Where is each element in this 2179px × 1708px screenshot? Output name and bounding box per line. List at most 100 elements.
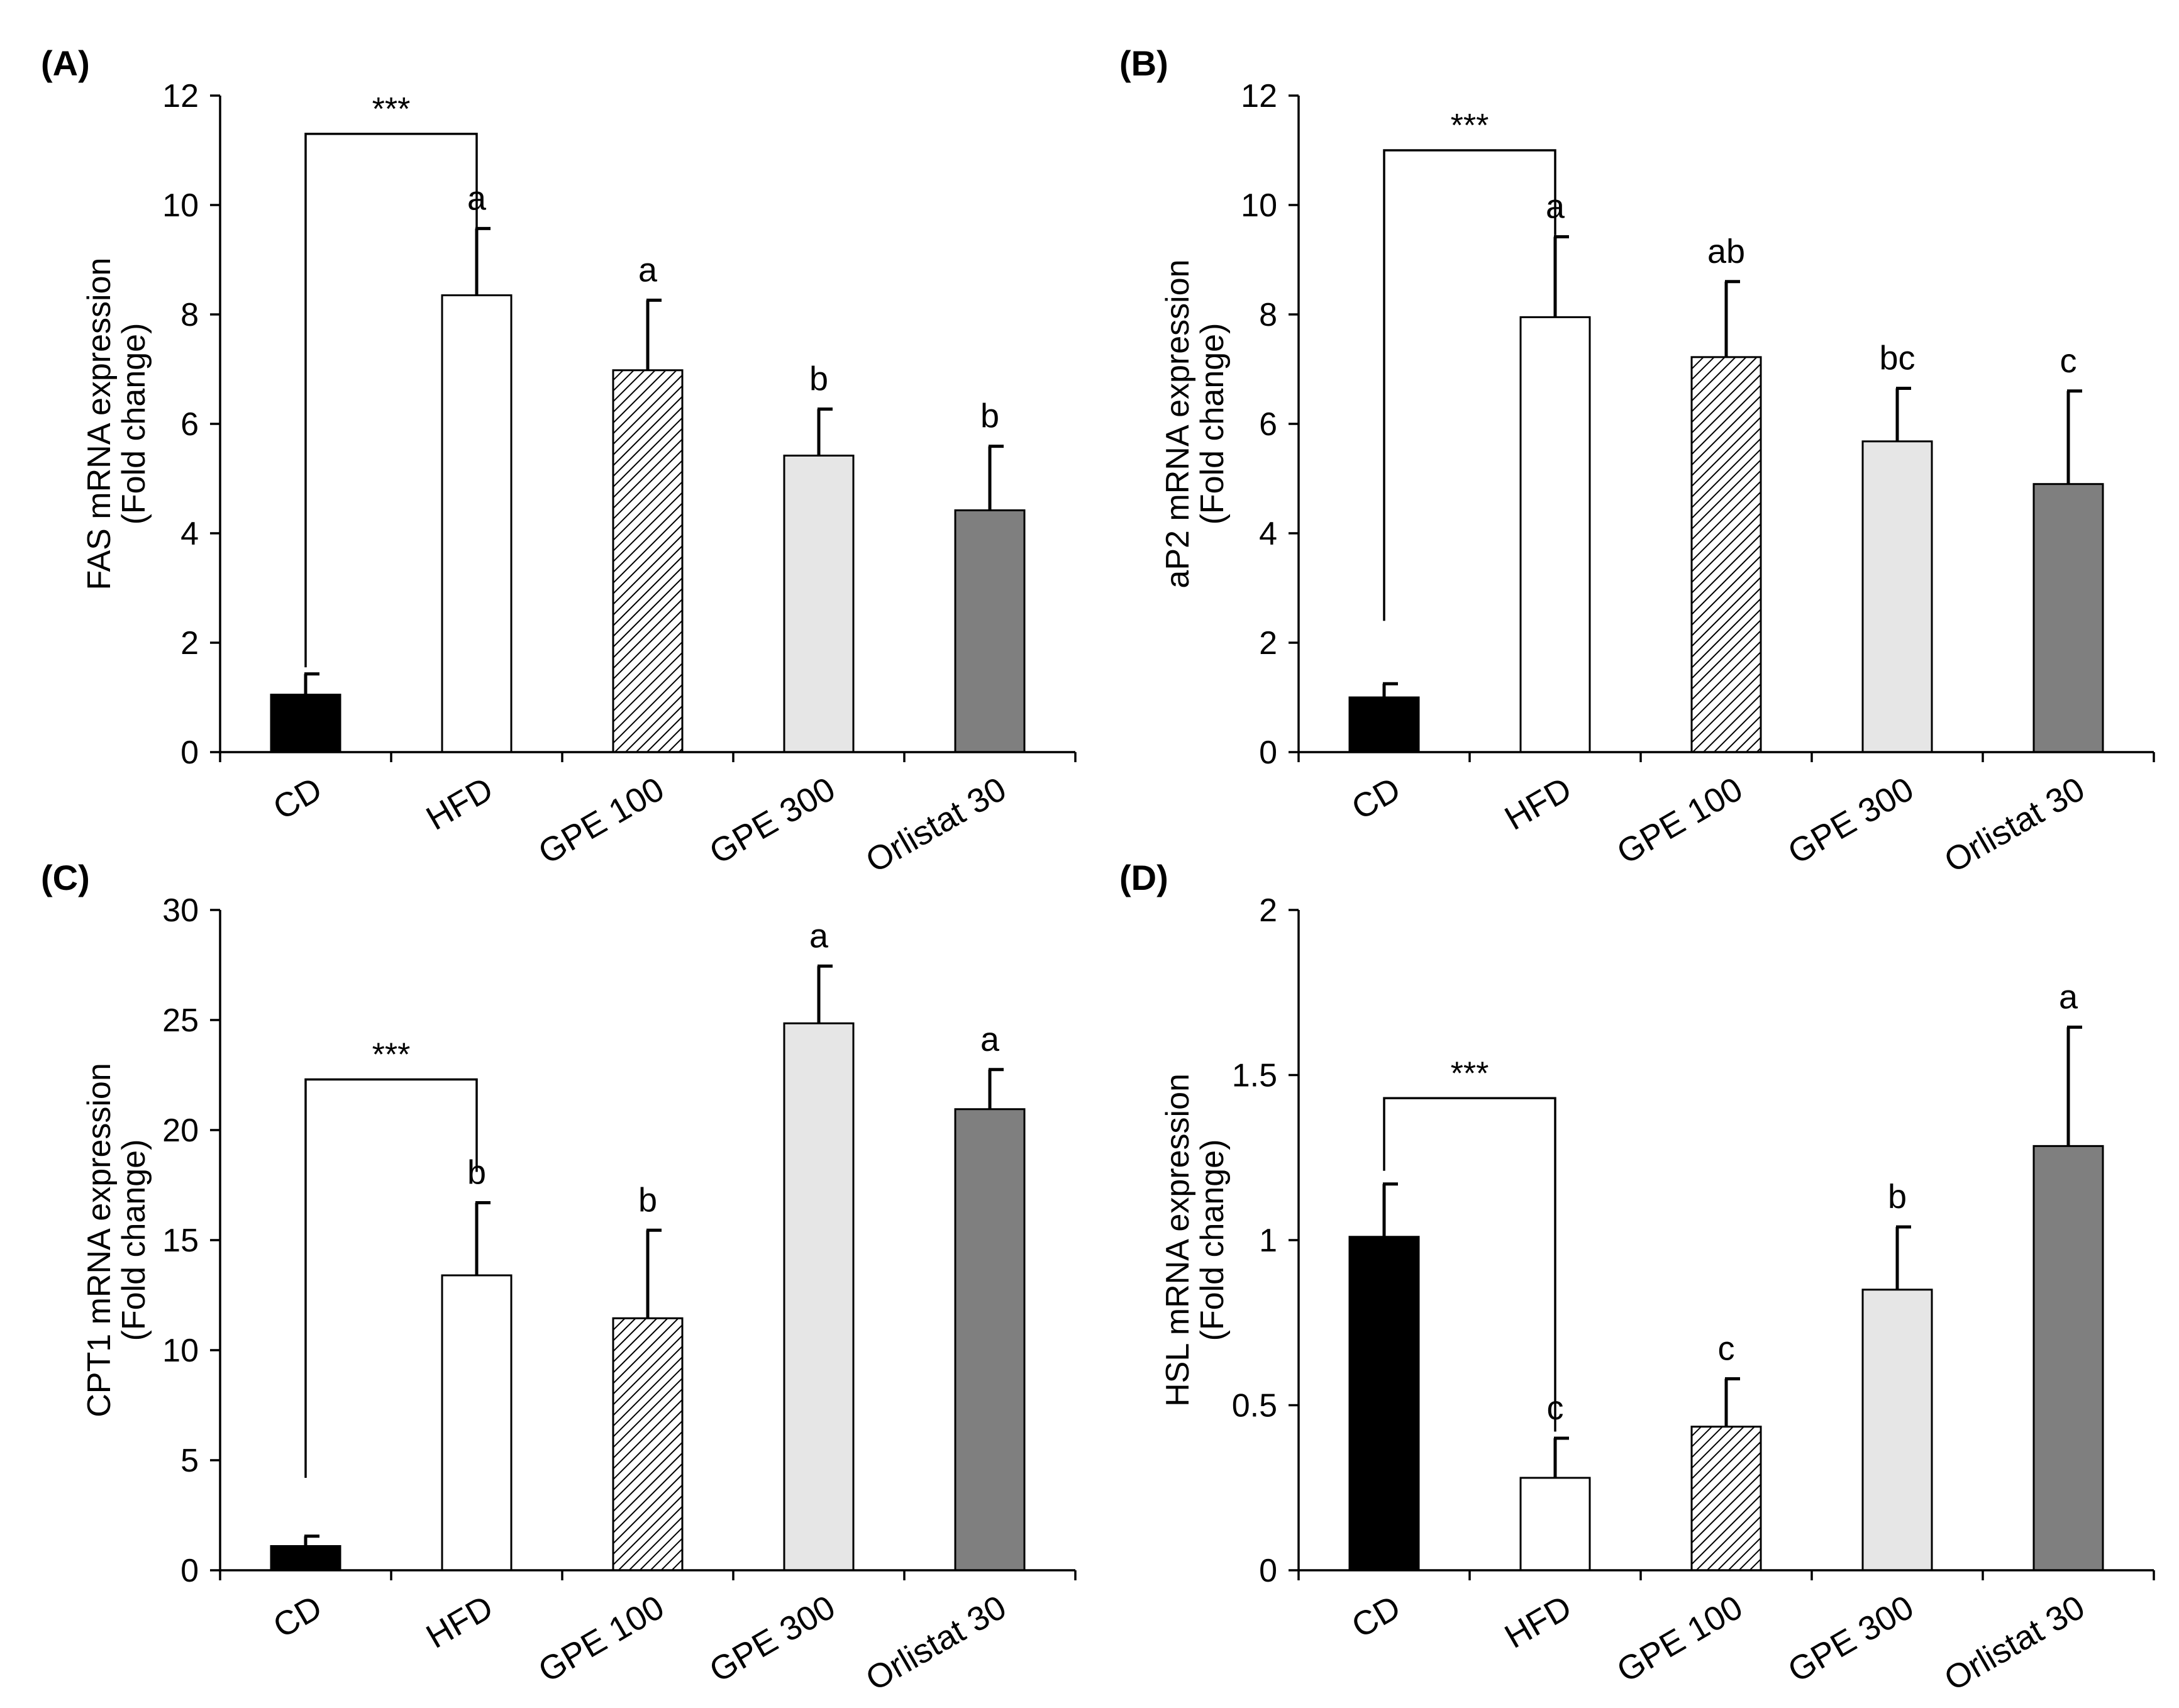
x-category-label: CD (1345, 770, 1407, 827)
bar (270, 694, 341, 753)
x-category-label: Orlistat 30 (860, 770, 1012, 880)
y-tick-label: 12 (162, 78, 199, 114)
y-axis-subtitle: (Fold change) (1194, 1140, 1231, 1341)
x-category-label: GPE 300 (1782, 770, 1920, 872)
bar (2032, 483, 2104, 753)
significance-letter: bc (1879, 339, 1915, 377)
bar (2032, 1145, 2104, 1572)
bar (1519, 316, 1591, 753)
bar (1519, 1477, 1591, 1572)
y-tick-label: 8 (1259, 297, 1277, 333)
panel-label: (B) (1119, 43, 1168, 83)
x-category-label: GPE 100 (1611, 770, 1749, 872)
y-tick-label: 30 (162, 892, 199, 929)
panel-label: (D) (1119, 858, 1168, 897)
x-category-label: HFD (420, 1588, 499, 1655)
significance-stars: *** (372, 1037, 411, 1073)
y-tick-label: 20 (162, 1112, 199, 1149)
significance-letter: a (809, 917, 829, 955)
bar (1861, 440, 1933, 753)
y-tick-label: 10 (162, 187, 199, 224)
significance-stars: *** (1451, 108, 1489, 144)
x-category-label: CD (267, 1588, 328, 1645)
bar (1690, 356, 1762, 753)
y-tick-label: 15 (162, 1223, 199, 1259)
y-tick-label: 0 (1259, 735, 1277, 771)
y-tick-label: 6 (1259, 406, 1277, 443)
y-tick-label: 6 (180, 406, 199, 443)
x-category-label: Orlistat 30 (860, 1588, 1012, 1698)
y-tick-label: 12 (1241, 78, 1277, 114)
y-tick-label: 1.5 (1232, 1058, 1277, 1094)
y-tick-label: 4 (1259, 516, 1277, 552)
y-tick-label: 1 (1259, 1223, 1277, 1259)
bar (1348, 1236, 1420, 1572)
x-category-label: GPE 300 (703, 770, 841, 872)
y-tick-label: 0.5 (1232, 1388, 1277, 1424)
significance-bracket (304, 1078, 478, 1478)
significance-bracket (304, 133, 478, 668)
significance-letter: ab (1707, 233, 1745, 270)
bar (783, 1022, 855, 1572)
significance-stars: *** (1451, 1055, 1489, 1092)
y-tick-label: 10 (1241, 187, 1277, 224)
x-category-label: GPE 100 (1611, 1588, 1749, 1690)
y-axis-subtitle: (Fold change) (116, 323, 152, 525)
significance-letter: b (980, 397, 999, 435)
x-category-label: HFD (1499, 770, 1578, 837)
y-axis-title: aP2 mRNA expression (1160, 259, 1196, 588)
bar (954, 1108, 1026, 1572)
x-category-label: GPE 300 (1782, 1588, 1920, 1690)
x-category-label: Orlistat 30 (1938, 1588, 2091, 1698)
significance-letter: a (980, 1021, 1000, 1058)
bar (612, 369, 684, 753)
y-tick-label: 8 (180, 297, 199, 333)
panel-label: (C) (41, 858, 90, 897)
y-tick-label: 0 (1259, 1553, 1277, 1589)
y-tick-label: 2 (1259, 892, 1277, 929)
x-category-label: CD (1345, 1588, 1407, 1645)
bar (1861, 1289, 1933, 1572)
x-category-label: HFD (420, 770, 499, 837)
significance-letter: a (638, 251, 658, 289)
significance-letter: a (2059, 978, 2078, 1016)
x-category-label: HFD (1499, 1588, 1578, 1655)
bar (954, 509, 1026, 753)
bar (1348, 696, 1420, 753)
y-tick-label: 0 (180, 735, 199, 771)
bar (441, 1274, 513, 1572)
y-tick-label: 4 (180, 516, 199, 552)
y-tick-label: 25 (162, 1002, 199, 1039)
significance-letter: c (2060, 342, 2077, 380)
bar (612, 1317, 684, 1572)
significance-stars: *** (372, 91, 411, 128)
y-axis-title: FAS mRNA expression (81, 258, 118, 591)
x-category-label: Orlistat 30 (1938, 770, 2091, 880)
x-category-label: CD (267, 770, 328, 827)
panel-label: (A) (41, 43, 90, 83)
y-tick-label: 2 (1259, 625, 1277, 662)
y-tick-label: 5 (180, 1443, 199, 1479)
x-category-label: GPE 300 (703, 1588, 841, 1690)
y-tick-label: 2 (180, 625, 199, 662)
significance-letter: b (809, 360, 828, 398)
y-axis-subtitle: (Fold change) (116, 1140, 152, 1341)
x-category-label: GPE 100 (532, 1588, 670, 1690)
bar (1690, 1426, 1762, 1572)
significance-bracket (1383, 149, 1556, 621)
bar (441, 294, 513, 753)
y-axis-title: CPT1 mRNA expression (81, 1063, 118, 1417)
x-category-label: GPE 100 (532, 770, 670, 872)
y-tick-label: 10 (162, 1333, 199, 1369)
significance-letter: c (1718, 1330, 1735, 1368)
y-axis-subtitle: (Fold change) (1194, 323, 1231, 525)
significance-bracket (1383, 1097, 1556, 1432)
y-tick-label: 0 (180, 1553, 199, 1589)
y-axis-title: HSL mRNA expression (1160, 1073, 1196, 1407)
significance-letter: b (638, 1181, 657, 1219)
